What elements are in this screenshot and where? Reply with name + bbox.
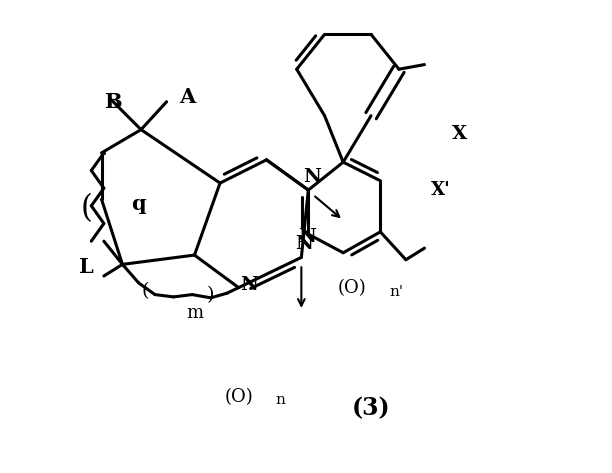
- Text: N: N: [241, 276, 258, 294]
- Text: m: m: [186, 304, 203, 322]
- Text: L: L: [80, 257, 94, 277]
- Text: N: N: [295, 236, 313, 254]
- Text: (O): (O): [224, 388, 253, 406]
- Text: q: q: [132, 194, 146, 214]
- Text: N: N: [299, 228, 316, 245]
- Text: ): ): [207, 286, 214, 304]
- Text: (: (: [81, 193, 92, 224]
- Text: X: X: [452, 125, 467, 143]
- Text: n': n': [390, 285, 403, 299]
- Text: N: N: [303, 168, 321, 186]
- Text: n: n: [275, 393, 285, 407]
- Text: (3): (3): [352, 396, 390, 420]
- Text: B: B: [105, 92, 122, 112]
- Text: X': X': [431, 181, 450, 199]
- Text: (: (: [142, 282, 149, 300]
- Text: (O): (O): [338, 279, 367, 297]
- Text: A: A: [179, 87, 196, 107]
